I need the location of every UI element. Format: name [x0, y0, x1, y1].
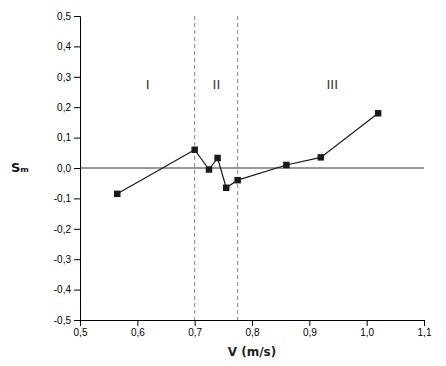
region-label: III: [327, 77, 339, 92]
y-tick-mark: [74, 16, 80, 17]
data-point: [206, 166, 212, 172]
x-tick: 1,0: [360, 320, 374, 338]
x-tick-mark: [137, 320, 138, 326]
data-point: [318, 154, 324, 160]
x-tick-label: 1,1: [418, 327, 432, 338]
y-tick-mark: [74, 229, 80, 230]
x-tick-label: 0,8: [246, 327, 260, 338]
plot-marks: [80, 16, 424, 320]
region-label: I: [146, 77, 150, 92]
y-tick-mark: [74, 290, 80, 291]
x-tick-label: 1,0: [360, 327, 374, 338]
data-point: [234, 177, 240, 183]
reference-vline: [237, 16, 238, 320]
x-axis-line: [81, 321, 425, 327]
y-tick: -0,2: [54, 224, 80, 235]
x-tick-mark: [309, 320, 310, 326]
y-tick-mark: [74, 138, 80, 139]
data-point: [191, 147, 197, 153]
data-point: [223, 185, 229, 191]
data-point: [214, 155, 220, 161]
y-tick-mark: [74, 168, 80, 169]
x-tick: 0,7: [188, 320, 202, 338]
reference-vline: [194, 16, 195, 320]
x-tick-mark: [252, 320, 253, 326]
data-line: [117, 113, 378, 194]
x-tick: 0,6: [131, 320, 145, 338]
x-axis-title: V (m/s): [228, 345, 276, 359]
y-tick-label: -0,5: [54, 315, 72, 326]
region-label: II: [213, 77, 221, 92]
x-tick-mark: [195, 320, 196, 326]
y-tick-label: 0,5: [57, 11, 71, 22]
y-tick: 0,4: [57, 41, 80, 52]
y-tick-label: 0,4: [57, 41, 71, 52]
y-tick: 0,3: [57, 72, 80, 83]
y-tick-label: 0,0: [57, 163, 71, 174]
x-tick: 0,5: [74, 320, 88, 338]
y-tick-mark: [74, 46, 80, 47]
x-tick-mark: [367, 320, 368, 326]
y-tick: -0,3: [54, 254, 80, 265]
data-point: [375, 110, 381, 116]
x-tick-label: 0,7: [188, 327, 202, 338]
y-tick-mark: [74, 259, 80, 260]
x-tick-label: 0,5: [74, 327, 88, 338]
x-tick-mark: [424, 320, 425, 326]
x-tick: 0,9: [303, 320, 317, 338]
x-tick: 1,1: [418, 320, 432, 338]
data-point: [283, 162, 289, 168]
y-tick-label: -0,3: [54, 254, 72, 265]
y-tick-label: 0,2: [57, 102, 71, 113]
x-tick: 0,8: [246, 320, 260, 338]
y-tick-label: -0,2: [54, 224, 72, 235]
x-tick-label: 0,9: [303, 327, 317, 338]
y-axis-line: [74, 17, 81, 321]
data-point: [114, 191, 120, 197]
y-axis-title: Sₘ: [11, 160, 29, 175]
y-tick-mark: [74, 77, 80, 78]
reference-hline: [80, 168, 424, 169]
x-tick-label: 0,6: [131, 327, 145, 338]
y-tick: -0,1: [54, 193, 80, 204]
y-tick: 0,5: [57, 11, 80, 22]
plot-area: 0,50,60,70,80,91,01,1-0,5-0,4-0,3-0,2-0,…: [54, 11, 432, 338]
chart: 0,50,60,70,80,91,01,1-0,5-0,4-0,3-0,2-0,…: [0, 0, 446, 366]
y-tick: -0,4: [54, 284, 80, 295]
y-tick-label: -0,4: [54, 284, 72, 295]
y-tick: -0,5: [54, 315, 80, 326]
y-tick-label: 0,1: [57, 132, 71, 143]
y-tick: 0,1: [57, 132, 80, 143]
y-tick: 0,2: [57, 102, 80, 113]
y-tick-mark: [74, 107, 80, 108]
y-tick-label: -0,1: [54, 193, 72, 204]
y-tick-mark: [74, 198, 80, 199]
y-tick-mark: [74, 320, 80, 321]
y-axis: -0,5 -0,4 -0,3 -0,2 -0,1 0,0 0,1 0,2 0,3 0,4 0,5: [54, 11, 81, 326]
y-tick: 0,0: [57, 163, 80, 174]
y-tick-label: 0,3: [57, 72, 71, 83]
x-axis: 0,5 0,6 0,7 0,8 0,9 1,0 1,1: [74, 320, 432, 338]
